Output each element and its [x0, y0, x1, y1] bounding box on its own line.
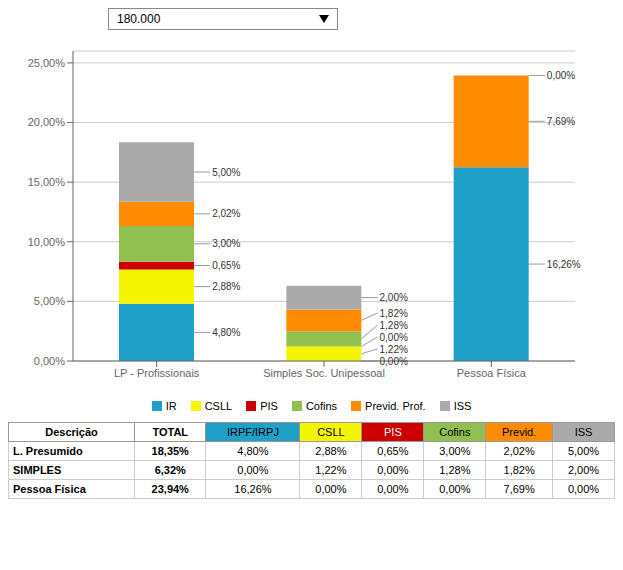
- html-text:0,00%: 0,00%: [315, 483, 347, 495]
- html-text:18,35%: 18,35%: [151, 445, 189, 457]
- svg-text:0,00%: 0,00%: [34, 355, 65, 367]
- html-text:0,65%: 0,65%: [377, 445, 409, 457]
- html-text:Descrição: Descrição: [45, 426, 98, 438]
- html-text:SIMPLES: SIMPLES: [13, 464, 62, 476]
- html-text:7,69%: 7,69%: [503, 483, 535, 495]
- svg-text:0,00%: 0,00%: [380, 356, 408, 367]
- html-text:Pessoa Física: Pessoa Física: [13, 483, 86, 495]
- svg-text:5,00%: 5,00%: [34, 295, 65, 307]
- html-text:4,80%: 4,80%: [237, 445, 269, 457]
- svg-text:Pessoa Física: Pessoa Física: [457, 367, 527, 379]
- html-text:IR: IR: [165, 400, 177, 412]
- html-text:5,00%: 5,00%: [567, 445, 600, 457]
- svg-text:1,82%: 1,82%: [380, 308, 408, 319]
- html-text:ISS: ISS: [453, 400, 472, 412]
- html-text:6,32%: 6,32%: [154, 464, 186, 476]
- html-text:2,88%: 2,88%: [315, 445, 347, 457]
- svg-text:10,00%: 10,00%: [28, 236, 66, 248]
- svg-text:1,28%: 1,28%: [380, 320, 408, 331]
- html-text:180.000: 180.000: [117, 12, 161, 26]
- html-text:PIS: PIS: [260, 400, 278, 412]
- html-text:Cofins: Cofins: [305, 400, 338, 412]
- html-text:Cofins: Cofins: [439, 426, 471, 438]
- html-text:Previd. Prof.: Previd. Prof.: [365, 400, 426, 412]
- html-text:CSLL: CSLL: [204, 400, 233, 412]
- html-text:Previd.: Previd.: [502, 426, 537, 438]
- html-text:23,94%: 23,94%: [151, 483, 189, 495]
- svg-text:16,26%: 16,26%: [547, 259, 581, 270]
- html-text:1,28%: 1,28%: [439, 464, 471, 476]
- svg-text:3,00%: 3,00%: [212, 238, 240, 249]
- html-text:0,00%: 0,00%: [377, 464, 409, 476]
- svg-text:LP - Profissionais: LP - Profissionais: [114, 367, 200, 379]
- svg-text:2,88%: 2,88%: [212, 281, 240, 292]
- html-text:IRPF/IRPJ: IRPF/IRPJ: [227, 426, 279, 438]
- svg-text:0,65%: 0,65%: [212, 260, 240, 271]
- html-text:L. Presumido: L. Presumido: [13, 445, 83, 457]
- html-text:0,00%: 0,00%: [439, 483, 471, 495]
- html-text:0,00%: 0,00%: [237, 464, 269, 476]
- html-text:16,26%: 16,26%: [234, 483, 272, 495]
- html-text:CSLL: CSLL: [317, 426, 345, 438]
- svg-text:1,22%: 1,22%: [380, 344, 408, 355]
- html-text:0,00%: 0,00%: [377, 483, 409, 495]
- svg-text:2,00%: 2,00%: [380, 292, 408, 303]
- html-text:3,00%: 3,00%: [439, 445, 471, 457]
- svg-text:5,00%: 5,00%: [212, 167, 240, 178]
- svg-text:25,00%: 25,00%: [28, 57, 66, 69]
- html-text:1,22%: 1,22%: [315, 464, 347, 476]
- svg-text:7,69%: 7,69%: [547, 116, 575, 127]
- svg-text:0,00%: 0,00%: [380, 332, 408, 343]
- svg-text:4,80%: 4,80%: [212, 327, 240, 338]
- html-text:PIS: PIS: [384, 426, 402, 438]
- svg-text:2,02%: 2,02%: [212, 208, 240, 219]
- html-text:2,00%: 2,00%: [567, 464, 600, 476]
- svg-text:0,00%: 0,00%: [547, 70, 575, 81]
- html-text:TOTAL: TOTAL: [152, 426, 189, 438]
- html-text:1,82%: 1,82%: [503, 464, 535, 476]
- svg-text:20,00%: 20,00%: [28, 116, 66, 128]
- html-text:2,02%: 2,02%: [503, 445, 535, 457]
- html-text:0,00%: 0,00%: [567, 483, 600, 495]
- html-text:ISS: ISS: [574, 426, 593, 438]
- svg-text:Simples Soc. Unipessoal: Simples Soc. Unipessoal: [263, 367, 385, 379]
- svg-text:15,00%: 15,00%: [28, 176, 66, 188]
